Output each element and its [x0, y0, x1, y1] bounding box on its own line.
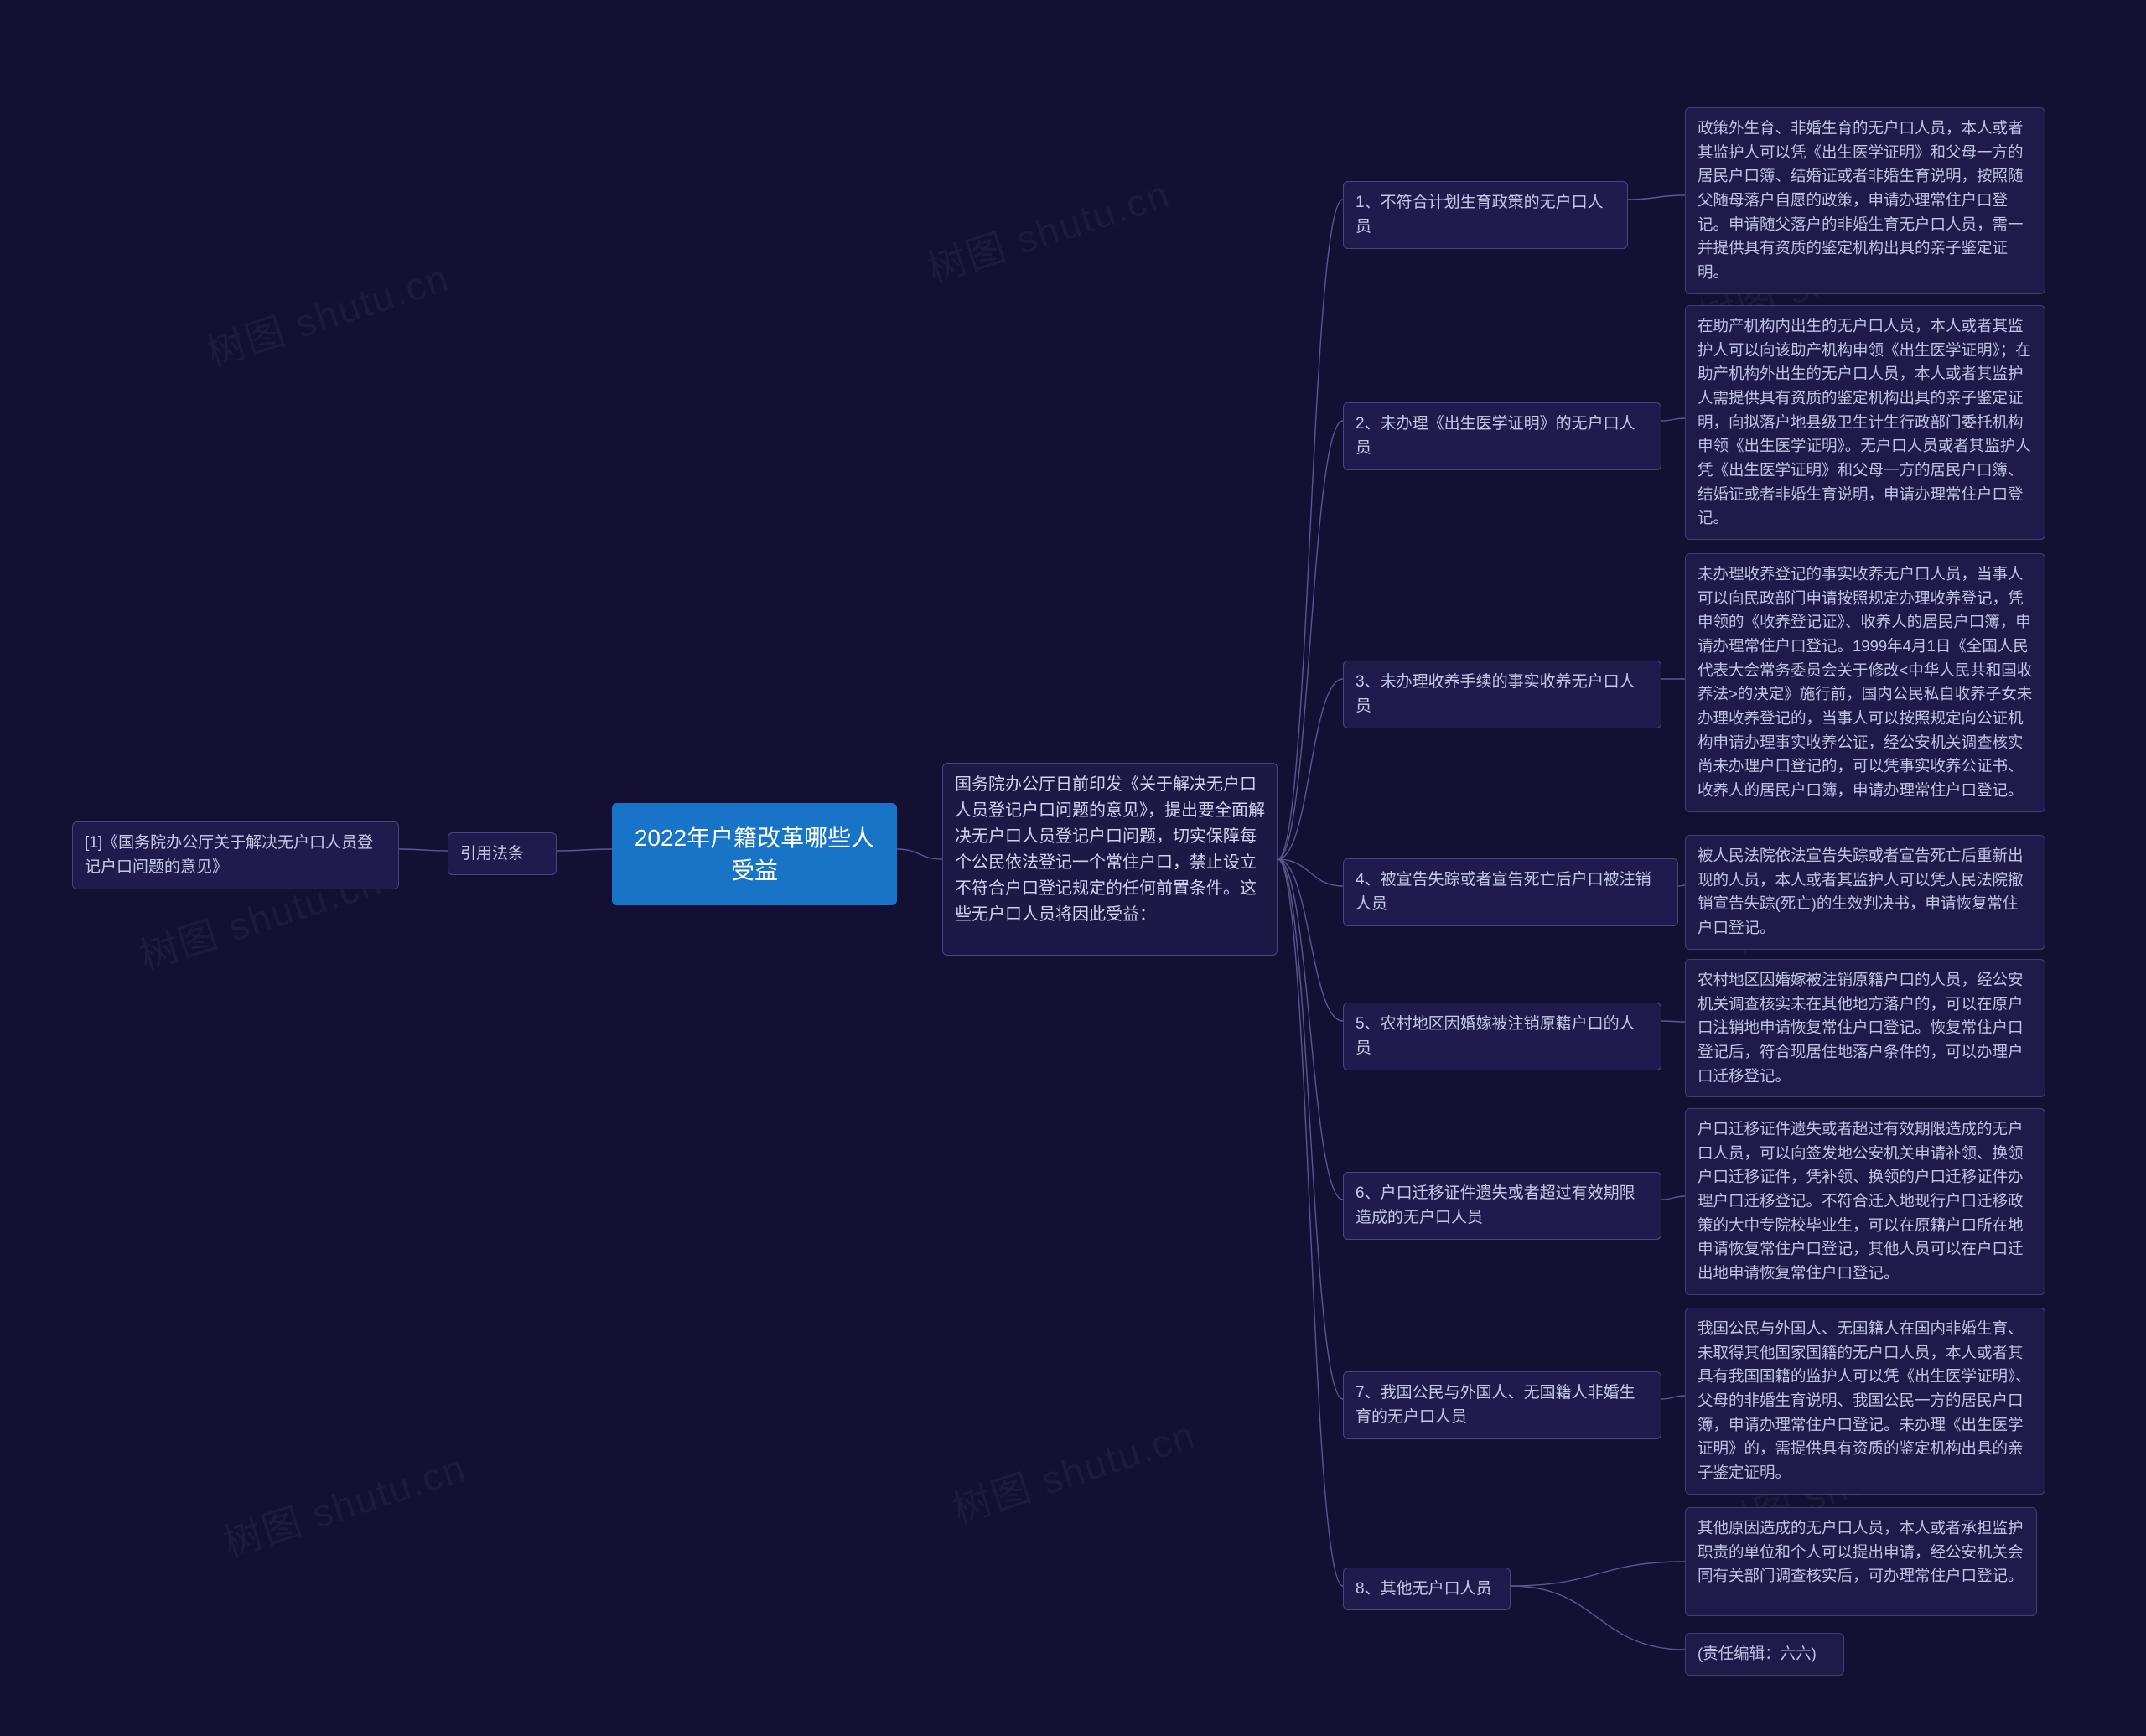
category-label: 2、未办理《出生医学证明》的无户口人员 — [1356, 415, 1635, 457]
detail-node-2: 在助产机构内出生的无户口人员，本人或者其监护人可以向该助产机构申领《出生医学证明… — [1685, 305, 2045, 540]
detail-text: 其他原因造成的无户口人员，本人或者承担监护职责的单位和个人可以提出申请，经公安机… — [1698, 1519, 2024, 1584]
left-law-node: [1]《国务院办公厅关于解决无户口人员登记户口问题的意见》 — [72, 821, 399, 889]
left-ref-label: 引用法条 — [460, 845, 524, 863]
category-node-8: 8、其他无户口人员 — [1343, 1568, 1511, 1610]
category-node-6: 6、户口迁移证件遗失或者超过有效期限造成的无户口人员 — [1343, 1172, 1661, 1240]
left-ref-node: 引用法条 — [448, 832, 557, 875]
root-title: 2022年户籍改革哪些人受益 — [635, 825, 874, 884]
category-node-5: 5、农村地区因婚嫁被注销原籍户口的人员 — [1343, 1003, 1661, 1070]
category-label: 1、不符合计划生育政策的无户口人员 — [1356, 194, 1604, 236]
category-label: 7、我国公民与外国人、无国籍人非婚生育的无户口人员 — [1356, 1384, 1635, 1426]
intro-text: 国务院办公厅日前印发《关于解决无户口人员登记户口问题的意见》，提出要全面解决无户… — [955, 775, 1265, 924]
detail-extra-node-8: (责任编辑：六六) — [1685, 1633, 1844, 1676]
category-label: 6、户口迁移证件遗失或者超过有效期限造成的无户口人员 — [1356, 1184, 1635, 1226]
detail-extra-text: (责任编辑：六六) — [1698, 1645, 1817, 1662]
category-node-2: 2、未办理《出生医学证明》的无户口人员 — [1343, 402, 1661, 470]
detail-text: 政策外生育、非婚生育的无户口人员，本人或者其监护人可以凭《出生医学证明》和父母一… — [1698, 119, 2024, 281]
detail-text: 户口迁移证件遗失或者超过有效期限造成的无户口人员，可以向签发地公安机关申请补领、… — [1698, 1120, 2024, 1282]
detail-node-1: 政策外生育、非婚生育的无户口人员，本人或者其监护人可以凭《出生医学证明》和父母一… — [1685, 107, 2045, 294]
category-label: 5、农村地区因婚嫁被注销原籍户口的人员 — [1356, 1015, 1635, 1057]
detail-text: 农村地区因婚嫁被注销原籍户口的人员，经公安机关调查核实未在其他地方落户的，可以在… — [1698, 971, 2024, 1085]
detail-node-4: 被人民法院依法宣告失踪或者宣告死亡后重新出现的人员，本人或者其监护人可以凭人民法… — [1685, 835, 2045, 950]
detail-text: 在助产机构内出生的无户口人员，本人或者其监护人可以向该助产机构申领《出生医学证明… — [1698, 317, 2031, 526]
detail-node-7: 我国公民与外国人、无国籍人在国内非婚生育、未取得其他国家国籍的无户口人员，本人或… — [1685, 1308, 2045, 1495]
watermark: 树图 shutu.cn — [215, 1438, 472, 1568]
root-node: 2022年户籍改革哪些人受益 — [612, 803, 897, 905]
intro-node: 国务院办公厅日前印发《关于解决无户口人员登记户口问题的意见》，提出要全面解决无户… — [942, 763, 1278, 956]
detail-node-3: 未办理收养登记的事实收养无户口人员，当事人可以向民政部门申请按照规定办理收养登记… — [1685, 553, 2045, 812]
category-node-7: 7、我国公民与外国人、无国籍人非婚生育的无户口人员 — [1343, 1371, 1661, 1439]
category-node-3: 3、未办理收养手续的事实收养无户口人员 — [1343, 661, 1661, 728]
category-label: 4、被宣告失踪或者宣告死亡后户口被注销人员 — [1356, 871, 1651, 913]
category-label: 8、其他无户口人员 — [1356, 1580, 1492, 1598]
detail-text: 未办理收养登记的事实收养无户口人员，当事人可以向民政部门申请按照规定办理收养登记… — [1698, 565, 2032, 799]
category-node-1: 1、不符合计划生育政策的无户口人员 — [1343, 181, 1628, 249]
detail-node-5: 农村地区因婚嫁被注销原籍户口的人员，经公安机关调查核实未在其他地方落户的，可以在… — [1685, 959, 2045, 1097]
watermark: 树图 shutu.cn — [920, 163, 1176, 294]
detail-node-8: 其他原因造成的无户口人员，本人或者承担监护职责的单位和个人可以提出申请，经公安机… — [1685, 1507, 2037, 1616]
watermark: 树图 shutu.cn — [199, 247, 455, 378]
detail-text: 被人民法院依法宣告失踪或者宣告死亡后重新出现的人员，本人或者其监护人可以凭人民法… — [1698, 847, 2024, 936]
detail-text: 我国公民与外国人、无国籍人在国内非婚生育、未取得其他国家国籍的无户口人员，本人或… — [1698, 1319, 2031, 1481]
category-label: 3、未办理收养手续的事实收养无户口人员 — [1356, 673, 1635, 715]
watermark: 树图 shutu.cn — [945, 1404, 1201, 1535]
detail-node-6: 户口迁移证件遗失或者超过有效期限造成的无户口人员，可以向签发地公安机关申请补领、… — [1685, 1108, 2045, 1295]
left-law-label: [1]《国务院办公厅关于解决无户口人员登记户口问题的意见》 — [85, 834, 373, 876]
category-node-4: 4、被宣告失踪或者宣告死亡后户口被注销人员 — [1343, 858, 1678, 926]
